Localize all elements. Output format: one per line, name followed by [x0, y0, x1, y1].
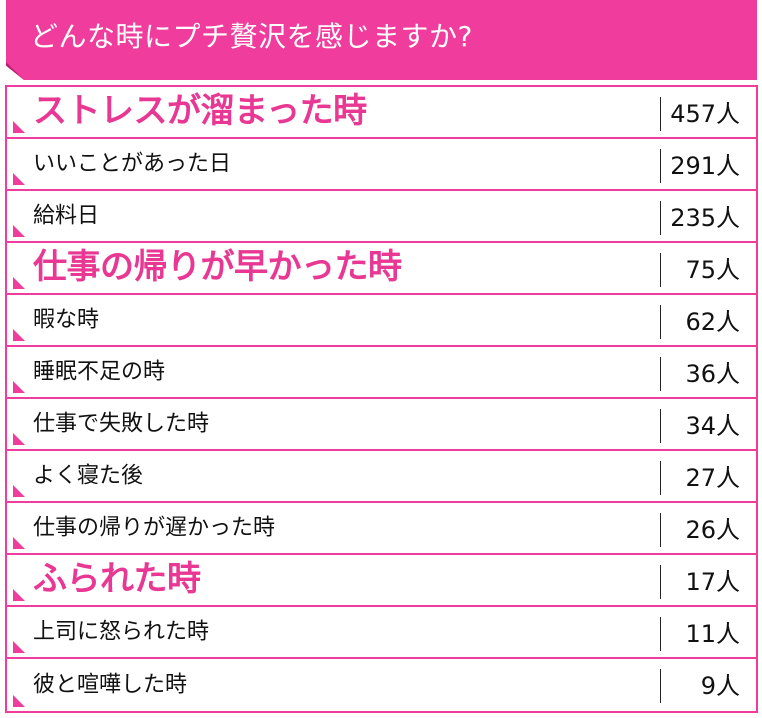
table-row: 上司に怒られた時 11人: [7, 607, 756, 659]
row-marker-icon: [13, 537, 25, 549]
value-cell: 62人: [660, 305, 756, 339]
value-cell: 235人: [660, 201, 756, 235]
table-row: 暇な時 62人: [7, 295, 756, 347]
chart-title: どんな時にプチ贅沢を感じますか?: [30, 20, 473, 53]
table-row: 睡眠不足の時 36人: [7, 347, 756, 399]
value-cell: 34人: [660, 409, 756, 443]
row-marker-icon: [13, 225, 25, 237]
row-value: 235人: [670, 204, 740, 232]
value-cell: 26人: [660, 513, 756, 547]
row-value: 62人: [685, 308, 740, 336]
row-label: 仕事の帰りが遅かった時: [33, 515, 276, 541]
value-cell: 17人: [660, 565, 756, 599]
row-marker-icon: [13, 485, 25, 497]
row-marker-icon: [13, 641, 25, 653]
row-value: 11人: [685, 620, 740, 648]
value-cell: 457人: [660, 97, 756, 131]
row-value: 9人: [700, 672, 740, 700]
row-value: 291人: [670, 152, 740, 180]
row-marker-icon: [13, 589, 25, 601]
value-cell: 11人: [660, 617, 756, 651]
table-row: 彼と喧嘩した時 9人: [7, 659, 756, 711]
value-cell: 36人: [660, 357, 756, 391]
row-label: 仕事の帰りが早かった時: [33, 247, 402, 288]
value-cell: 27人: [660, 461, 756, 495]
row-marker-icon: [13, 695, 25, 707]
table-row: ストレスが溜まった時 457人: [7, 87, 756, 139]
value-cell: 75人: [660, 253, 756, 287]
row-value: 27人: [685, 464, 740, 492]
row-value: 457人: [670, 100, 740, 128]
row-marker-icon: [13, 173, 25, 185]
row-label: いいことがあった日: [33, 151, 232, 177]
row-marker-icon: [13, 381, 25, 393]
row-label: 仕事で失敗した時: [33, 411, 210, 437]
row-label: 給料日: [33, 203, 100, 229]
table-row: いいことがあった日 291人: [7, 139, 756, 191]
value-cell: 291人: [660, 149, 756, 183]
table-row: よく寝た後 27人: [7, 451, 756, 503]
ranking-table: ストレスが溜まった時 457人いいことがあった日 291人給料日 235人仕事の帰りが…: [5, 85, 758, 713]
table-row: 給料日 235人: [7, 191, 756, 243]
row-label: 彼と喧嘩した時: [33, 672, 188, 698]
row-label: ふられた時: [33, 559, 201, 600]
table-row: 仕事で失敗した時 34人: [7, 399, 756, 451]
row-label: 暇な時: [33, 307, 100, 333]
row-value: 75人: [685, 256, 740, 284]
table-row: 仕事の帰りが早かった時 75人: [7, 243, 756, 295]
value-cell: 9人: [660, 669, 756, 703]
row-marker-icon: [13, 277, 25, 289]
row-marker-icon: [13, 121, 25, 133]
table-row: ふられた時 17人: [7, 555, 756, 607]
row-marker-icon: [13, 329, 25, 341]
row-value: 34人: [685, 412, 740, 440]
row-value: 26人: [685, 516, 740, 544]
row-label: ストレスが溜まった時: [33, 91, 367, 132]
table-row: 仕事の帰りが遅かった時 26人: [7, 503, 756, 555]
row-label: よく寝た後: [33, 463, 144, 489]
row-marker-icon: [13, 433, 25, 445]
row-value: 17人: [685, 568, 740, 596]
row-value: 36人: [685, 360, 740, 388]
row-label: 上司に怒られた時: [33, 619, 210, 645]
title-bar: どんな時にプチ贅沢を感じますか?: [6, 0, 757, 80]
row-label: 睡眠不足の時: [33, 359, 166, 385]
